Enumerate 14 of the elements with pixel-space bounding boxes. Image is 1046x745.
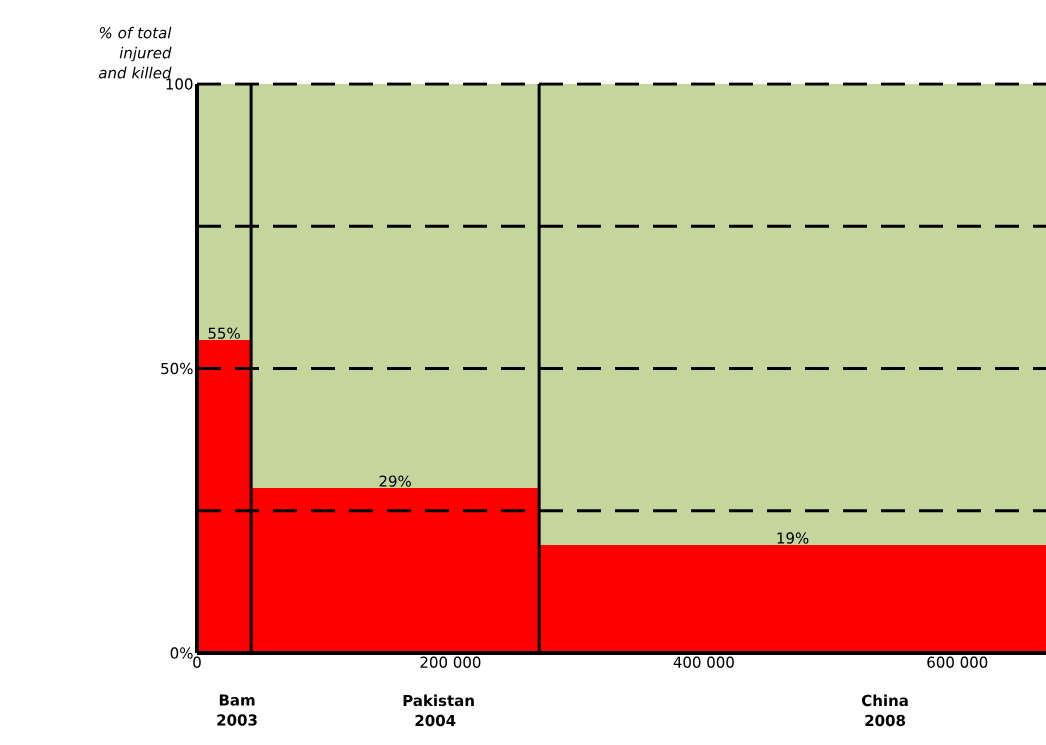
x-tick-label: 600 000 (927, 656, 988, 668)
y-tick-label: 0% (170, 647, 193, 659)
annotation: China 2008 (862, 694, 908, 727)
data-label: 29% (379, 475, 411, 487)
y-tick-label: 50% (161, 362, 193, 375)
annotation: Pakistan 2004 (403, 694, 474, 727)
annotation: Bam 2003 (217, 694, 257, 726)
data-label: 19% (777, 532, 809, 544)
x-tick-label: 200 000 (420, 656, 481, 668)
x-tick-label: 0 (193, 656, 201, 668)
y-axis-title: % of total injured and killed (98, 26, 172, 79)
x-tick-label: 400 000 (673, 656, 734, 668)
y-tick-label: 100 (166, 78, 193, 90)
data-label: 55% (208, 327, 240, 339)
